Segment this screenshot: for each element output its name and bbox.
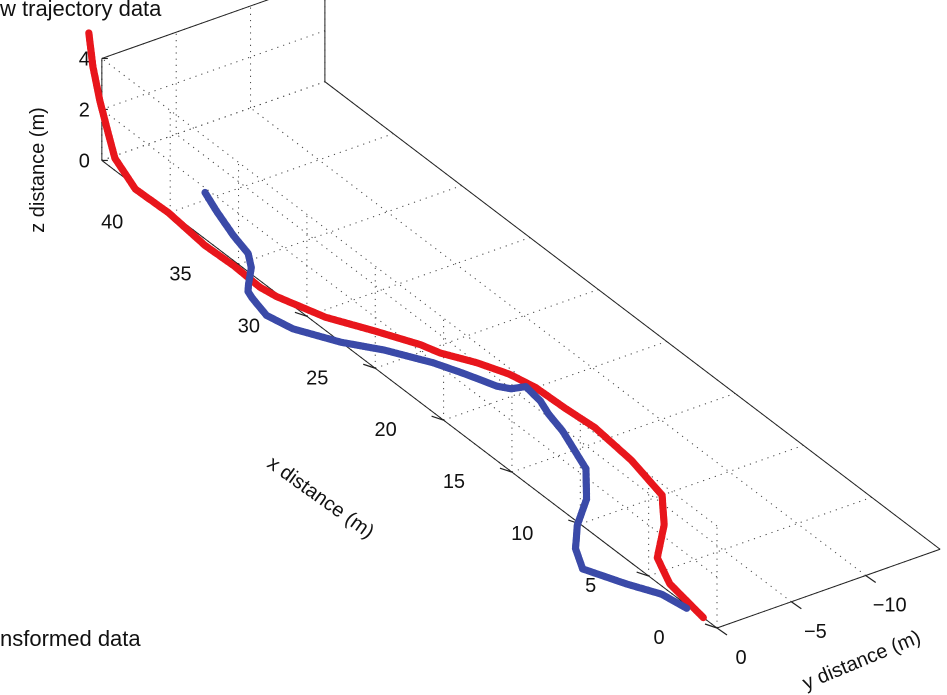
floor-grid-line <box>648 496 872 577</box>
blue-trajectory-series <box>201 188 691 612</box>
z-tick-label: 4 <box>79 48 90 70</box>
box-edge <box>101 0 269 59</box>
x-axis-label: x distance (m) <box>263 452 378 543</box>
x-tick-label: 10 <box>511 523 533 545</box>
x-tick-label: 40 <box>101 211 123 233</box>
trajectory-point <box>85 29 93 37</box>
x-tick-label: 20 <box>374 419 396 441</box>
x-axis-line <box>101 160 718 629</box>
floor-grid-line <box>238 185 462 265</box>
x-tick <box>294 311 308 317</box>
x-tick-label: 0 <box>653 627 664 649</box>
y-tick <box>865 575 877 583</box>
red-trajectory-series <box>85 29 707 622</box>
x-tick-label: 15 <box>443 471 465 493</box>
floor-grid-line <box>170 133 394 213</box>
trajectory-point <box>201 188 209 197</box>
floor-grid-line <box>580 444 804 525</box>
axes-layer: 0 5 10 15 20 25 30 35 40 0 −5 −10 0 2 4 <box>79 0 941 669</box>
z-tick-label: 2 <box>79 99 90 121</box>
x-tick <box>499 467 513 473</box>
back-wall-grid-line <box>101 81 326 161</box>
x-tick <box>704 623 718 629</box>
floor-grid-line <box>375 289 599 369</box>
x-tick <box>636 571 649 577</box>
floor-grid-line <box>511 392 736 473</box>
box-edge <box>324 81 941 550</box>
x-tick-label: 30 <box>238 315 260 337</box>
back-wall-grid-line <box>101 0 269 59</box>
y-tick <box>716 627 728 636</box>
z-axis-label: z distance (m) <box>27 107 49 233</box>
y-tick <box>791 601 802 610</box>
label-layer: x distance (m) y distance (m) z distance… <box>27 107 924 694</box>
data-layer <box>85 29 707 622</box>
y-tick-label: 0 <box>735 647 746 669</box>
x-tick-label: 5 <box>585 575 596 597</box>
y-tick-label: −5 <box>804 621 827 643</box>
floor-grid-line <box>443 340 667 421</box>
x-tick-label: 25 <box>306 367 328 389</box>
raw-data-label: w trajectory data <box>0 0 162 21</box>
x-tick <box>363 363 376 369</box>
z-tick-label: 0 <box>79 150 90 172</box>
x-tick-label: 35 <box>169 263 191 285</box>
back-wall-grid-line <box>101 30 326 110</box>
x-tick <box>431 415 444 421</box>
transformed-data-label: nsformed data <box>0 626 141 651</box>
y-axis-line <box>716 548 941 629</box>
y-tick-label: −10 <box>873 595 907 617</box>
floor-grid-line <box>306 237 531 317</box>
